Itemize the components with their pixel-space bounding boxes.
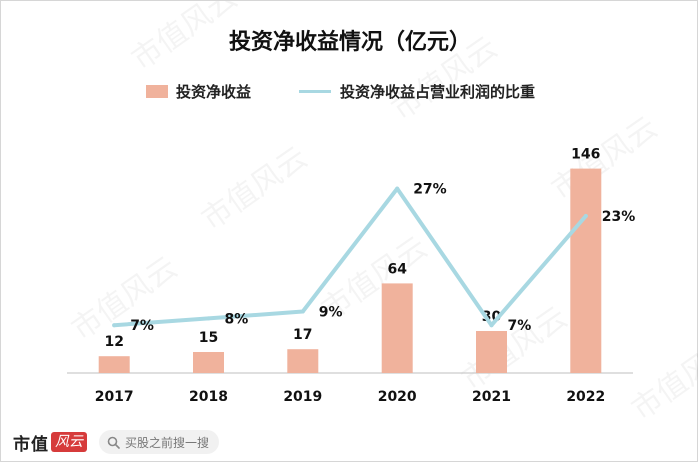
x-tick-2017: 2017 bbox=[95, 389, 134, 405]
line-value-label-2022: 23% bbox=[602, 209, 636, 225]
bar-value-label-2017: 12 bbox=[104, 334, 123, 350]
brand-text: 市值 bbox=[13, 434, 49, 455]
legend: 投资净收益 投资净收益占营业利润的比重 bbox=[146, 83, 535, 101]
bar-2022 bbox=[570, 168, 602, 373]
watermark-text: 市值风云 bbox=[126, 1, 244, 78]
line-value-label-2020: 27% bbox=[413, 182, 447, 198]
line-series: 7% 8% 9% 27% 7% 23% bbox=[112, 182, 636, 334]
search-placeholder: 买股之前搜一搜 bbox=[125, 435, 210, 450]
watermark-text: 市值风云 bbox=[66, 250, 184, 347]
line-point-2022 bbox=[583, 214, 588, 218]
brand: 市值 风云 bbox=[13, 430, 87, 455]
watermark-text: 市值风云 bbox=[196, 140, 314, 237]
x-tick-labels: 2017 2018 2019 2020 2021 2022 bbox=[95, 389, 606, 405]
line-path bbox=[112, 186, 588, 328]
line-point-2021 bbox=[489, 323, 494, 328]
line-point-2018 bbox=[206, 316, 211, 321]
x-tick-2020: 2020 bbox=[378, 389, 417, 405]
x-tick-2022: 2022 bbox=[566, 389, 605, 405]
bar-2020 bbox=[381, 283, 413, 373]
line-point-2019 bbox=[300, 309, 305, 314]
chart-title: 投资净收益情况（亿元） bbox=[229, 29, 471, 55]
x-tick-2018: 2018 bbox=[189, 389, 228, 405]
bar-2017 bbox=[98, 356, 130, 373]
bar-2018 bbox=[193, 352, 224, 373]
search-icon bbox=[107, 436, 120, 449]
bar-value-label-2018: 15 bbox=[199, 330, 218, 346]
watermark-text: 市值风云 bbox=[456, 300, 574, 397]
line-value-label-2019: 9% bbox=[319, 305, 343, 321]
x-tick-2021: 2021 bbox=[472, 389, 511, 405]
line-point-2017 bbox=[112, 323, 117, 328]
brand-logo: 风云 bbox=[51, 432, 87, 452]
bar-value-label-2022: 146 bbox=[571, 147, 600, 163]
watermark-text: 市值风云 bbox=[546, 110, 664, 207]
x-tick-2019: 2019 bbox=[283, 389, 322, 405]
legend-label-line: 投资净收益占营业利润的比重 bbox=[340, 83, 535, 101]
bar-value-label-2019: 17 bbox=[293, 327, 312, 343]
line-value-label-2018: 8% bbox=[225, 311, 249, 327]
legend-swatch-bar bbox=[146, 85, 168, 98]
line-point-2020 bbox=[395, 186, 400, 191]
legend-label-bar: 投资净收益 bbox=[176, 83, 251, 101]
search-box[interactable]: 买股之前搜一搜 bbox=[99, 430, 219, 454]
bar-2019 bbox=[287, 349, 319, 373]
watermark-text: 市值风云 bbox=[626, 330, 698, 421]
footer: 市值 风云 买股之前搜一搜 bbox=[1, 421, 698, 463]
bar-2021 bbox=[476, 331, 507, 373]
bar-value-label-2020: 64 bbox=[387, 261, 407, 277]
line-value-label-2017: 7% bbox=[130, 318, 154, 334]
line-value-label-2021: 7% bbox=[508, 318, 532, 334]
